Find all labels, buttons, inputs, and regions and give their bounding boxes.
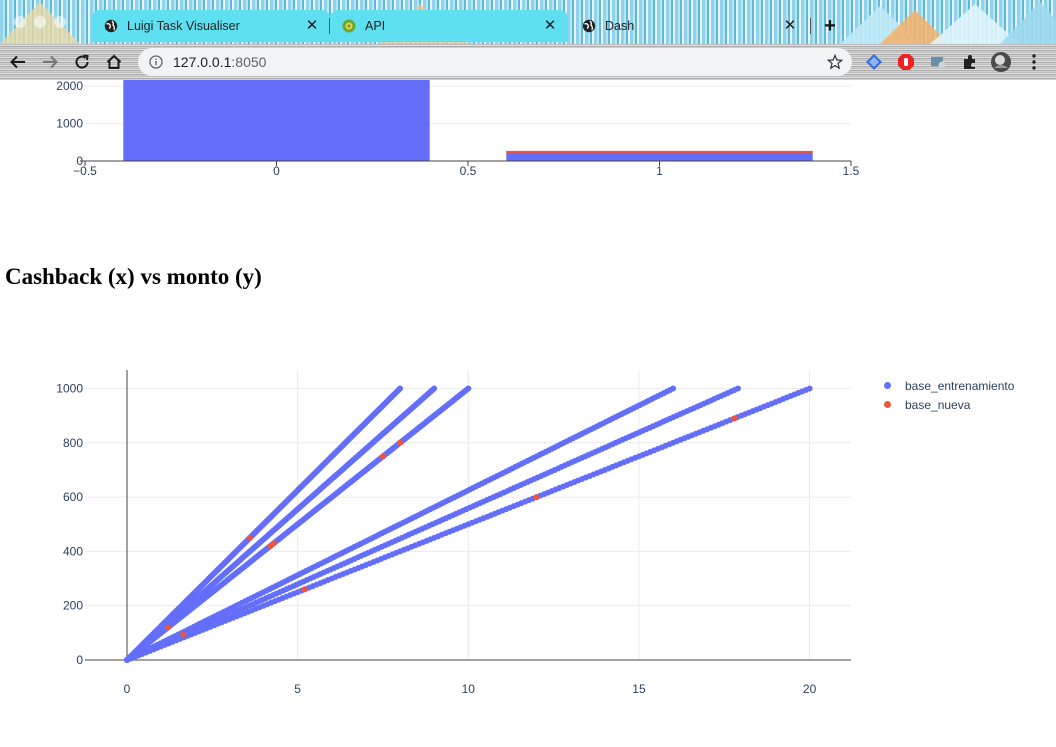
x-tick-label: 1 <box>656 164 663 178</box>
close-tab-icon[interactable]: ✕ <box>543 17 557 34</box>
legend-label: base_entrenamiento <box>905 378 1015 393</box>
browser-toolbar: 127.0.0.1:8050 <box>0 44 1056 80</box>
scatter-point-new <box>270 540 277 547</box>
scatter-point <box>431 385 438 392</box>
y-tick-label: 400 <box>63 544 83 558</box>
home-icon <box>106 54 122 69</box>
legend-marker <box>884 382 891 389</box>
browser-menu-icon[interactable] <box>1024 52 1044 72</box>
info-icon[interactable] <box>148 54 164 70</box>
x-tick-label: 15 <box>632 682 646 696</box>
scatter-point-new <box>164 624 171 631</box>
y-tick-label: 800 <box>63 436 83 450</box>
scatter-point <box>734 385 741 392</box>
y-tick-label: 200 <box>63 599 83 613</box>
scatter-point <box>670 385 677 392</box>
x-tick-label: 0 <box>124 682 131 696</box>
legend-item-base-entrenamiento[interactable]: base_entrenamiento <box>880 376 1014 395</box>
x-tick-label: −0.5 <box>73 164 97 178</box>
close-tab-icon[interactable]: ✕ <box>305 17 319 34</box>
bookmark-star-icon[interactable] <box>826 53 844 71</box>
arrow-left-icon <box>10 55 25 69</box>
api-icon <box>342 19 356 33</box>
address-bar[interactable]: 127.0.0.1:8050 <box>138 48 852 76</box>
home-button[interactable] <box>102 50 126 74</box>
scatter-point-new <box>731 415 738 422</box>
page-content: 0 1000 2000 −0.5 0 0.5 1 1.5 Cashback (x) vs mo… <box>0 80 1056 747</box>
arrow-right-icon <box>43 55 58 69</box>
scatter-point <box>465 385 472 392</box>
x-tick-label: 0.5 <box>460 164 477 178</box>
x-tick-label: 1.5 <box>843 164 860 178</box>
scatter-point <box>806 385 813 392</box>
legend-item-base-nueva[interactable]: base_nueva <box>880 395 1014 414</box>
reload-icon <box>75 54 89 69</box>
scatter-point-new <box>246 534 253 541</box>
forward-button[interactable] <box>38 50 62 74</box>
tab-dash[interactable]: Dash ✕ <box>570 10 808 42</box>
bar <box>123 80 430 161</box>
x-tick-label: 5 <box>294 682 301 696</box>
scatter-point-new <box>301 586 308 593</box>
tab-strip: Luigi Task Visualiser ✕ API ✕ Dash ✕ + <box>0 0 1056 44</box>
tab-label: Luigi Task Visualiser <box>127 19 240 33</box>
globe-icon <box>104 19 118 33</box>
tab-label: Dash <box>605 19 635 33</box>
scatter-point-new <box>397 439 404 446</box>
url-host: 127.0.0.1 <box>173 54 232 70</box>
y-tick-label: 2000 <box>56 80 83 93</box>
tab-divider <box>810 18 811 34</box>
y-tick-label: 0 <box>76 154 83 168</box>
x-tick-label: 10 <box>462 682 476 696</box>
extension-diamond-icon[interactable] <box>864 52 884 72</box>
x-tick-label: 0 <box>273 164 280 178</box>
scatter-chart: 0 200 400 600 800 1000 0 5 10 15 20 <box>56 370 851 696</box>
extension-adblock-icon[interactable] <box>896 52 916 72</box>
extension-cast-icon[interactable] <box>928 52 948 72</box>
y-tick-label: 1000 <box>56 117 83 131</box>
x-tick-label: 20 <box>803 682 817 696</box>
legend-label: base_nueva <box>905 397 971 412</box>
globe-icon <box>582 19 596 33</box>
extensions-puzzle-icon[interactable] <box>960 52 980 72</box>
reload-button[interactable] <box>70 50 94 74</box>
url-port: :8050 <box>231 54 267 70</box>
tab-divider <box>329 18 330 34</box>
tab-label: API <box>365 19 386 33</box>
chart-legend: base_entrenamiento base_nueva <box>880 376 1014 414</box>
scatter-point <box>397 385 404 392</box>
page-title: Cashback (x) vs monto (y) <box>5 264 262 289</box>
tab-luigi[interactable]: Luigi Task Visualiser ✕ <box>92 10 330 42</box>
scatter-point-new <box>379 453 386 460</box>
new-tab-button[interactable]: + <box>824 15 836 37</box>
profile-avatar[interactable] <box>991 52 1011 72</box>
bar-overlay <box>506 150 813 153</box>
scatter-point-new <box>533 494 540 501</box>
bar <box>506 151 813 161</box>
y-tick-label: 600 <box>63 490 83 504</box>
y-tick-label: 1000 <box>56 382 83 396</box>
legend-marker <box>884 401 891 408</box>
window-controls[interactable] <box>14 16 66 28</box>
scatter-point-new <box>180 631 187 638</box>
tab-api[interactable]: API ✕ <box>330 10 568 42</box>
close-tab-icon[interactable]: ✕ <box>783 17 797 34</box>
url-text: 127.0.0.1:8050 <box>173 54 266 70</box>
y-tick-label: 0 <box>76 653 83 667</box>
back-button[interactable] <box>6 50 30 74</box>
